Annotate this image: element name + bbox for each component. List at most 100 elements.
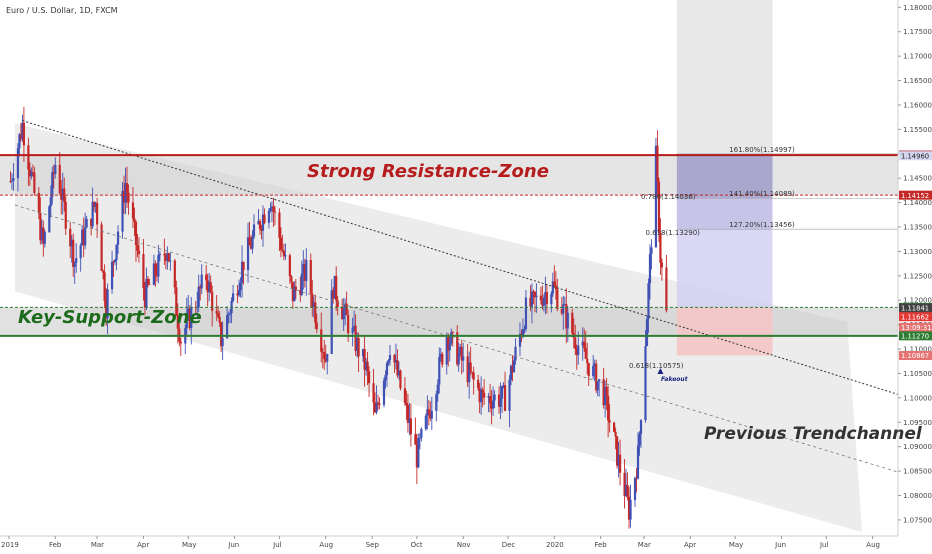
candle-body-116 (251, 236, 254, 249)
candle-body-33 (79, 245, 82, 259)
price-tick-label-16: 1.10000 (903, 394, 932, 402)
candle-body-17 (43, 232, 46, 244)
candle-body-67 (148, 284, 151, 285)
projection-target-box-2 (676, 198, 773, 230)
time-tick-label-0: 2019 (1, 541, 19, 549)
candle-body-252 (535, 295, 538, 298)
time-tick-label-18: Jul (819, 541, 829, 549)
candle-body-259 (551, 281, 554, 294)
candle-body-204 (436, 384, 439, 395)
candle-body-196 (418, 437, 421, 439)
candle-body-27 (64, 201, 67, 229)
candle-body-135 (291, 281, 294, 302)
candle-body-100 (218, 316, 221, 323)
price-tick-label-0: 1.18000 (903, 4, 932, 12)
candle-body-173 (372, 383, 375, 403)
candle-body-23 (58, 164, 61, 194)
candle-body-236 (502, 385, 505, 387)
candle-body-10 (30, 172, 33, 177)
candle-body-5 (19, 134, 23, 139)
candle-body-232 (493, 394, 496, 401)
time-tick-label-11: Dec (502, 541, 516, 549)
candle-body-216 (460, 346, 463, 361)
candle-body-256 (544, 291, 547, 298)
candle-body-76 (167, 253, 170, 262)
candle-body-159 (342, 310, 345, 320)
time-tick-label-10: Nov (457, 541, 471, 549)
candle-body-186 (397, 370, 401, 376)
candle-body-285 (605, 387, 608, 396)
candle-body-24 (60, 193, 63, 200)
time-axis-bg (0, 536, 898, 550)
candle-body-253 (539, 295, 542, 301)
candle-body-311 (659, 233, 662, 263)
candle-body-73 (163, 253, 166, 256)
price-tick-label-3: 1.16500 (903, 77, 932, 85)
candle-body-249 (530, 291, 534, 307)
time-tick-label-9: Oct (411, 541, 423, 549)
candle-body-208 (445, 337, 448, 365)
symbol-title: Euro / U.S. Dollar, 1D, FXCM (6, 6, 118, 15)
price-tag-bg-4 (899, 303, 932, 313)
candle-body-184 (394, 359, 398, 363)
candle-body-137 (294, 286, 297, 290)
candle-body-268 (571, 312, 574, 334)
candle-body-149 (321, 351, 324, 353)
candle-body-281 (596, 381, 599, 391)
candle-body-255 (542, 297, 545, 306)
price-tag-bg-1 (899, 151, 932, 161)
candle-body-7 (22, 122, 26, 146)
candle-body-86 (188, 308, 191, 328)
candle-body-13 (37, 192, 40, 214)
candle-body-110 (239, 282, 242, 291)
time-tick-label-12: 2020 (546, 541, 564, 549)
time-tick-label-6: Jul (272, 541, 282, 549)
candle-body-115 (249, 245, 253, 249)
candle-body-206 (439, 353, 442, 357)
candle-body-218 (466, 356, 469, 383)
candle-body-108 (236, 293, 239, 296)
candle-body-307 (650, 247, 653, 255)
candle-body-168 (361, 348, 365, 357)
candle-body-297 (629, 499, 632, 520)
candle-body-183 (393, 355, 396, 363)
candle-body-273 (581, 341, 584, 346)
price-tick-label-11: 1.12500 (903, 272, 932, 280)
candle-body-199 (426, 409, 429, 416)
candle-body-118 (257, 221, 260, 225)
candle-body-34 (81, 229, 84, 246)
candle-body-226 (481, 389, 484, 393)
candle-body-260 (553, 281, 556, 286)
candle-body-221 (471, 371, 474, 373)
candle-body-279 (593, 363, 596, 366)
candle-body-111 (240, 261, 244, 283)
candle-body-80 (176, 315, 179, 329)
candle-body-147 (315, 322, 318, 330)
candle-body-121 (261, 214, 265, 231)
candle-body-308 (654, 145, 658, 248)
candle-body-120 (260, 229, 263, 231)
candle-body-248 (529, 297, 532, 307)
candle-body-38 (90, 218, 93, 227)
candle-body-144 (311, 293, 314, 307)
price-tag-label-8: 1.10867 (901, 352, 929, 360)
candle-body-94 (206, 280, 209, 293)
candle-body-134 (290, 276, 293, 282)
candle-body-291 (617, 454, 620, 466)
candle-body-54 (122, 190, 126, 203)
candle-body-11 (31, 172, 34, 173)
fib-label-0: 161.80%(1.14997) (729, 146, 795, 154)
candle-body-219 (468, 362, 471, 383)
candle-body-58 (131, 202, 135, 219)
candle-body-21 (52, 172, 55, 175)
candle-body-278 (592, 365, 595, 377)
candle-body-44 (101, 270, 105, 273)
candle-body-51 (115, 244, 118, 260)
candle-body-246 (523, 328, 526, 330)
time-tick-label-13: Feb (594, 541, 607, 549)
candle-body-71 (157, 255, 160, 277)
candles-group (9, 106, 668, 529)
price-tick-label-5: 1.15500 (903, 126, 932, 134)
candle-body-59 (133, 218, 136, 222)
